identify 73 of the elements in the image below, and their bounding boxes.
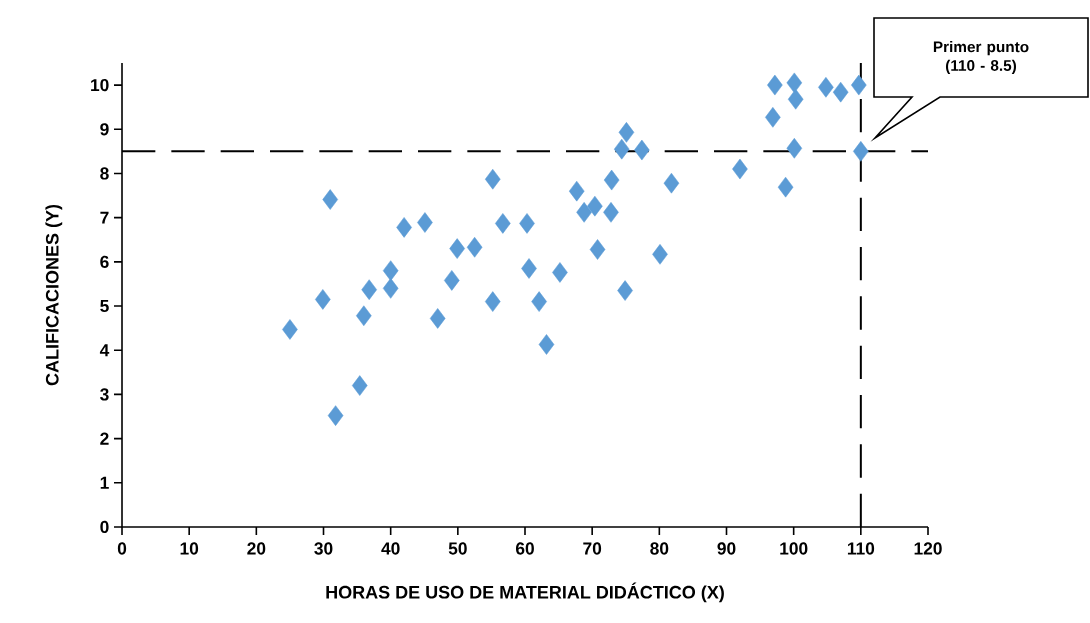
point — [282, 319, 298, 340]
point — [617, 280, 633, 301]
point — [765, 107, 781, 128]
x-tick-label: 110 — [847, 542, 875, 555]
point — [767, 74, 783, 96]
point — [531, 291, 547, 312]
x-tick-label: 0 — [117, 542, 127, 555]
point — [315, 289, 331, 310]
point — [519, 213, 535, 234]
y-tick-label: 6 — [100, 255, 109, 268]
x-tick-label: 80 — [650, 542, 669, 555]
point — [382, 260, 399, 281]
y-tick-label: 3 — [100, 388, 109, 401]
x-tick-label: 90 — [717, 542, 736, 555]
x-tick-label: 70 — [583, 542, 602, 555]
point — [484, 168, 501, 190]
point — [444, 270, 460, 291]
point — [603, 202, 619, 223]
point — [322, 189, 338, 210]
point — [851, 74, 867, 96]
point — [587, 195, 603, 217]
x-tick-label: 30 — [314, 542, 333, 555]
point — [603, 169, 620, 191]
x-tick-label: 50 — [448, 542, 467, 555]
text: Primer punto (110 - 8.5) — [933, 41, 1029, 74]
point — [818, 77, 834, 98]
y-tick-label: 5 — [100, 299, 109, 313]
point — [777, 176, 794, 198]
point — [576, 202, 592, 223]
point — [382, 278, 399, 299]
y-tick-label: 10 — [91, 78, 109, 92]
point — [417, 212, 433, 233]
point — [618, 122, 635, 143]
point — [732, 158, 748, 180]
point — [613, 138, 630, 160]
point — [589, 239, 606, 260]
y-tick-label: 4 — [99, 344, 110, 357]
point — [786, 72, 803, 94]
y-tick-label: 9 — [100, 123, 109, 136]
point — [352, 375, 368, 396]
point — [787, 88, 804, 110]
y-axis-title: CALIFICACIONES (Y) — [45, 204, 63, 386]
point — [832, 81, 849, 103]
point — [449, 238, 465, 259]
x-tick-label: 60 — [515, 542, 534, 555]
point — [663, 172, 680, 194]
point — [786, 138, 803, 159]
point — [466, 236, 483, 258]
y-tick-label: 0 — [100, 520, 109, 534]
y-tick-label: 2 — [100, 432, 109, 445]
point — [495, 213, 511, 234]
point — [429, 308, 446, 329]
x-axis-title: HORAS DE USO DE MATERIAL DIDÁCTICO (X) — [326, 582, 724, 603]
point — [327, 405, 344, 426]
point — [568, 180, 585, 202]
point — [538, 334, 555, 355]
point — [552, 262, 568, 283]
x-tick-label: 120 — [914, 542, 942, 555]
point — [484, 291, 501, 312]
y-tick-label: 8 — [100, 167, 109, 180]
point — [652, 244, 668, 265]
point — [356, 305, 372, 327]
x-tick-label: 10 — [180, 542, 199, 555]
point — [521, 258, 537, 279]
y-tick-label: 1 — [100, 476, 109, 489]
point — [396, 217, 412, 238]
point — [361, 279, 377, 300]
x-tick-label: 40 — [381, 542, 400, 555]
point — [853, 141, 869, 162]
x-tick-label: 100 — [780, 542, 808, 555]
x-tick-label: 20 — [247, 542, 266, 555]
y-tick-label: 7 — [100, 211, 109, 224]
point — [634, 139, 650, 161]
